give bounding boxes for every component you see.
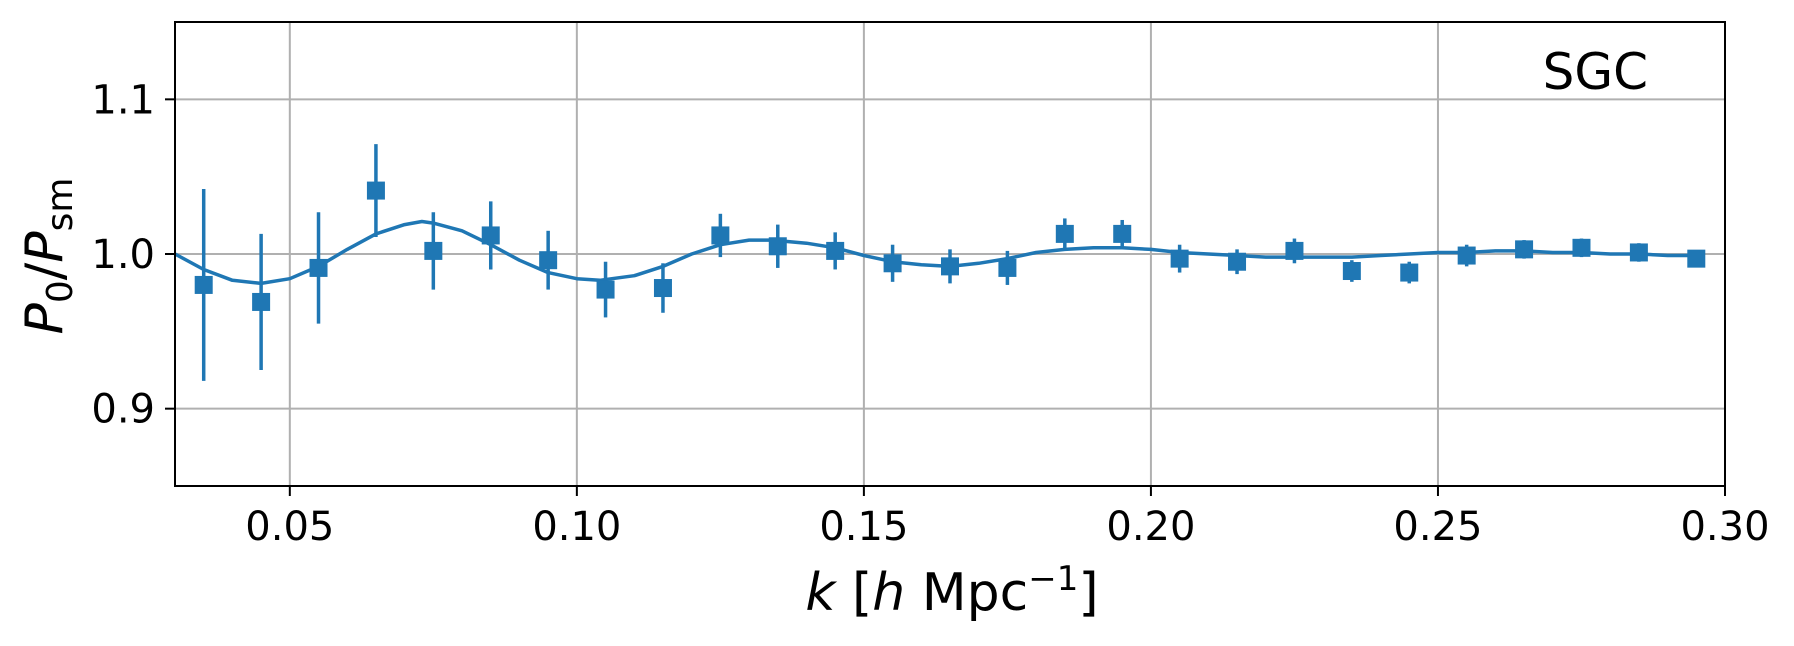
y-axis-label-subsm: sm (40, 178, 81, 232)
data-point (539, 251, 558, 270)
data-point (1228, 252, 1247, 271)
data-point (883, 254, 902, 273)
x-axis-label-h: h (872, 563, 905, 623)
data-point (366, 181, 385, 200)
data-point (941, 257, 959, 276)
data-point (424, 241, 443, 260)
y-axis-label: P0/Psm (15, 178, 81, 335)
y-tick-label: 1.1 (91, 77, 155, 123)
data-point (1515, 240, 1534, 259)
y-tick-label: 1.0 (91, 232, 155, 278)
data-point (1629, 243, 1648, 262)
data-point (1457, 246, 1476, 265)
x-axis-label-unit: Mpc (905, 563, 1028, 623)
data-point (826, 241, 845, 260)
data-point (1170, 249, 1189, 268)
y-axis-label-sub0: 0 (40, 280, 81, 303)
data-point (1572, 238, 1591, 257)
data-point (309, 258, 328, 277)
data-point (596, 280, 615, 299)
x-tick-label: 0.30 (1680, 504, 1769, 550)
x-axis-label-exponent: −1 (1028, 559, 1078, 599)
data-point (1113, 224, 1132, 243)
y-tick-label: 0.9 (91, 387, 155, 433)
data-point (998, 258, 1017, 277)
x-tick-label: 0.15 (819, 504, 908, 550)
data-point (194, 275, 213, 294)
x-axis-label-k: k (805, 563, 837, 623)
data-point (1687, 249, 1706, 268)
x-tick-label: 0.10 (532, 504, 621, 550)
axis-ticks: 0.05 0.10 0.15 0.20 0.25 0.30 0.9 1.0 1.1 (91, 77, 1769, 550)
x-tick-label: 0.20 (1106, 504, 1195, 550)
y-axis-label-p2: P (15, 231, 75, 263)
data-point (252, 292, 271, 311)
x-axis-label-open: [ (835, 563, 872, 623)
panel-label: SGC (1543, 43, 1648, 101)
data-point (768, 237, 787, 256)
data-point (1055, 224, 1074, 243)
plot-series (174, 144, 1706, 381)
data-point (1285, 241, 1304, 260)
data-point (481, 226, 500, 245)
x-tick-label: 0.05 (245, 504, 334, 550)
y-axis-label-p: P (15, 302, 75, 334)
x-axis-label-close: ] (1078, 563, 1098, 623)
data-point (1400, 263, 1419, 282)
y-axis-label-slash: / (15, 262, 75, 280)
data-point (711, 226, 730, 245)
x-axis-label: k [h Mpc−1] (805, 559, 1098, 623)
x-tick-label: 0.25 (1393, 504, 1482, 550)
model-curve (174, 219, 1697, 286)
data-point (653, 279, 672, 298)
data-point (1342, 262, 1361, 281)
